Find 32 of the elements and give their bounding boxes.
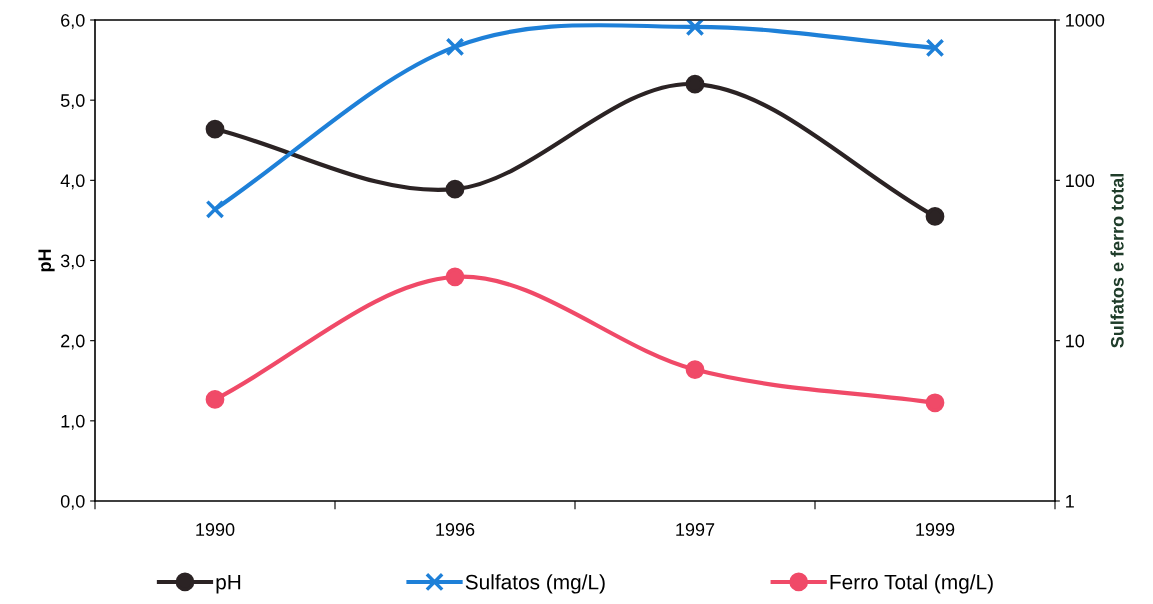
y2-axis-title: Sulfatos e ferro total: [1110, 173, 1124, 348]
point: [445, 267, 465, 287]
y-tick-label: 5,0: [60, 94, 85, 110]
point: [205, 390, 225, 409]
legend-label: pH: [216, 574, 241, 594]
point: [925, 38, 945, 58]
y-tick-label: 6,0: [61, 13, 85, 29]
point: [205, 199, 225, 219]
y2-tick-label: 1000: [1066, 13, 1105, 27]
point: [685, 74, 705, 94]
legend-label: Sulfatos (mg/L): [465, 574, 605, 594]
point: [445, 179, 465, 199]
point: [445, 37, 465, 57]
y2-tick-label: 100: [1066, 174, 1095, 188]
y-tick-label: 0,0: [60, 494, 85, 510]
point: [685, 20, 705, 37]
point: [205, 119, 225, 139]
y-axis-title: pH: [38, 249, 55, 272]
point: [925, 207, 945, 226]
y2-tick-label: 1: [1066, 495, 1074, 508]
x-tick-label: 1996: [436, 523, 475, 536]
point: [685, 360, 705, 379]
x-tick-label: 1999: [916, 523, 955, 536]
y-tick-label: 1,0: [61, 414, 85, 430]
y-tick-label: 2,0: [61, 334, 85, 350]
legend-label: Ferro Total (mg/L): [830, 574, 993, 594]
point: [925, 393, 945, 413]
y2-tick-label: 10: [1066, 334, 1085, 348]
y-tick-label: 3,0: [60, 254, 85, 270]
y-tick-label: 4,0: [60, 174, 85, 190]
x-tick-label: 1997: [676, 523, 715, 536]
x-tick-label: 1990: [196, 523, 235, 536]
